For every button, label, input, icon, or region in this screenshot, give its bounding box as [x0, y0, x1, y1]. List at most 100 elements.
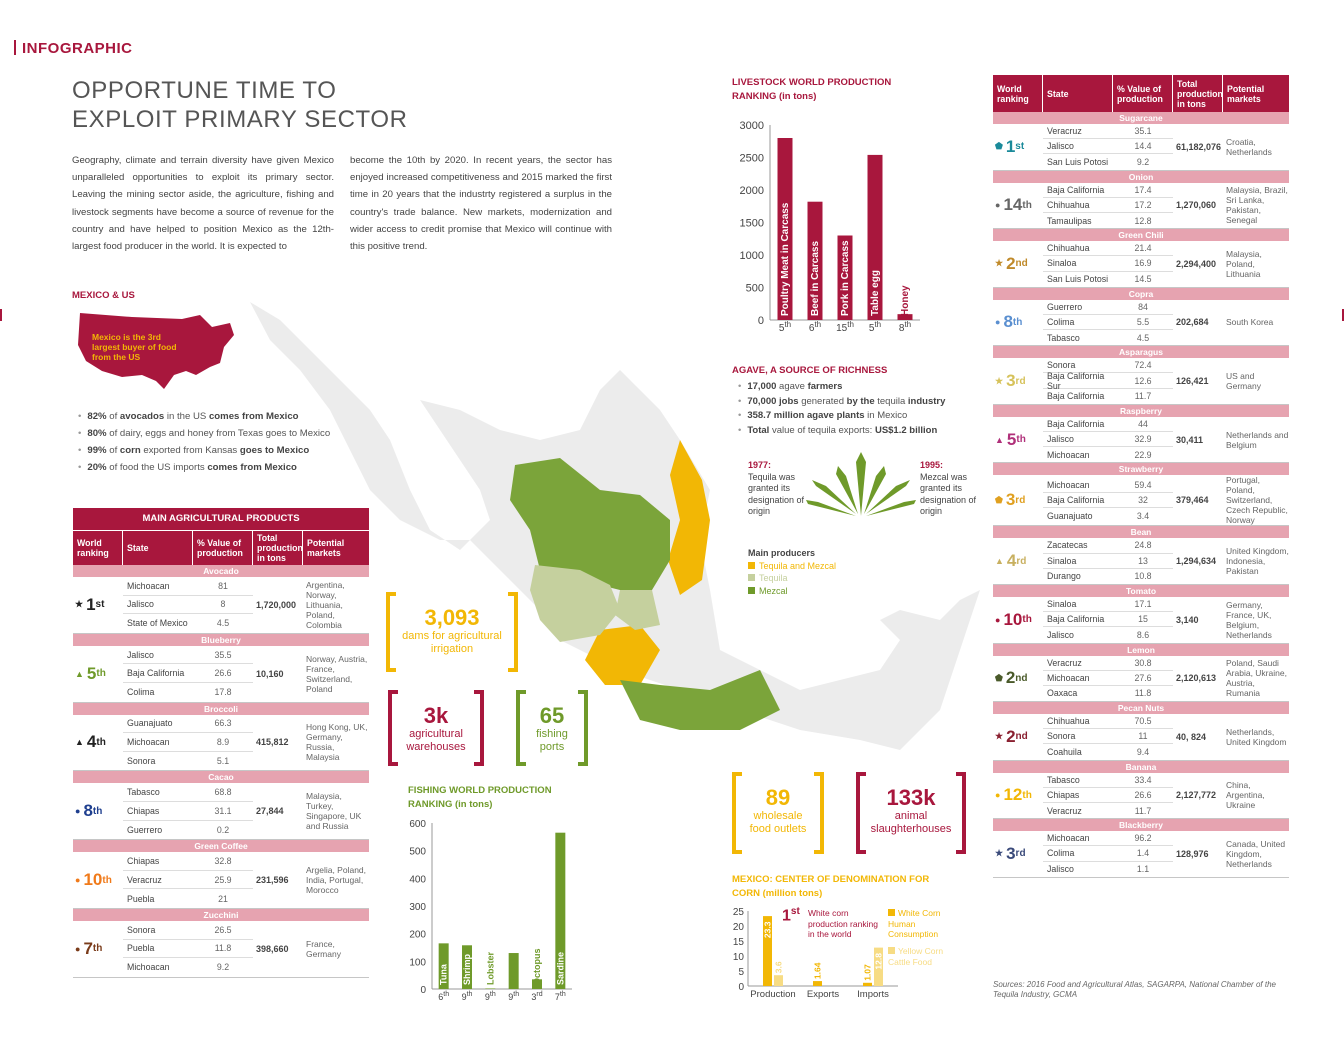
state-row: Tamaulipas 12.8	[1043, 213, 1173, 228]
livestock-heading: LIVESTOCK WORLD PRODUCTION RANKING (in t…	[732, 77, 892, 102]
state-name: Chiapas	[127, 855, 160, 866]
y-tick-label: 0	[758, 315, 764, 327]
header-cell: World ranking	[73, 531, 123, 565]
state-row: Guanajuato 3.4	[1043, 508, 1173, 523]
y-tick-label: 200	[409, 930, 426, 941]
production-value: 70.5	[1134, 716, 1152, 727]
production-value: 12.8	[1134, 215, 1152, 226]
x-tick-label: 5th	[869, 320, 881, 334]
x-tick-label: 9th	[462, 991, 473, 1002]
bar	[813, 981, 822, 986]
bar	[867, 154, 883, 320]
state-rows: Guanajuato 66.3 Michoacan 8.9 Sonora 5.1	[123, 715, 253, 771]
production-value: 17.4	[1134, 184, 1152, 195]
production-value: 11.7	[1134, 805, 1152, 816]
state-row: Jalisco 14.4	[1043, 139, 1173, 155]
category-label: Bean	[993, 526, 1289, 539]
state-name: Chihuahua	[1047, 716, 1090, 727]
rank-number: 4	[86, 732, 97, 752]
production-value: 26.5	[214, 924, 232, 935]
bar	[532, 979, 542, 989]
state-row: Baja California Sur 12.6	[1043, 371, 1173, 391]
stat-outlets-number: 89	[765, 785, 791, 810]
category-label: Sugarcane	[993, 112, 1289, 124]
state-name: Baja California	[1047, 494, 1105, 505]
state-name: Colima	[1047, 316, 1075, 327]
bar-category-label: Honey	[900, 285, 911, 316]
state-rows: Veracruz 35.1 Jalisco 14.4 San Luis Potosi 9.…	[1043, 124, 1173, 170]
production-value: 30.8	[1134, 657, 1152, 668]
bar-category-label: Sardine	[555, 952, 565, 985]
header-cell: % Value of production	[1113, 75, 1173, 112]
state-row: Tabasco 33.4	[1043, 773, 1173, 788]
bar	[807, 201, 823, 320]
pentagon-icon: ⬟	[995, 494, 1003, 505]
production-value: 14.5	[1134, 274, 1152, 285]
livestock-chart: 0 500 1000 1500 2000 2500 3000 Poultry Meat in …	[740, 120, 920, 334]
y-tick-label: 300	[409, 902, 426, 913]
rank-number: 1	[1005, 136, 1016, 156]
state-name: Veracruz	[1047, 126, 1082, 137]
y-tick-label: 0	[420, 985, 426, 996]
total-tons: 2,120,613	[1176, 673, 1217, 684]
potential-markets: China, Argentina, Ukraine	[1226, 780, 1265, 811]
state-rows: Michoacan 81 Jalisco 8 State of Mexico 4.5	[123, 577, 253, 633]
state-name: Michoacan	[1047, 672, 1090, 683]
map-legend-title: Main producers	[748, 548, 816, 558]
production-value: 26.6	[1134, 789, 1152, 800]
state-name: Sinaloa	[1047, 258, 1077, 269]
state-rows: Chihuahua 70.5 Sonora 11 Coahuila 9.4	[1043, 714, 1173, 760]
star-icon: ★	[75, 599, 84, 610]
state-name: San Luis Potosi	[1047, 156, 1109, 167]
y-tick-label: 1000	[740, 250, 764, 262]
rank-suffix: nd	[1015, 731, 1028, 743]
legend-tequila-mezcal: Tequila and Mezcal	[748, 560, 836, 573]
production-value: 81	[218, 580, 228, 591]
production-value: 17.2	[1134, 199, 1152, 210]
bar	[874, 947, 883, 986]
y-tick-label: 100	[409, 957, 426, 968]
triangle-icon: ▲	[995, 434, 1004, 445]
rank-suffix: rd	[1015, 375, 1026, 387]
stat-dams-label: dams for agricultural irrigation	[402, 630, 502, 655]
rank-number: 12	[1003, 785, 1023, 805]
star-icon: ★	[995, 731, 1004, 742]
state-name: Sonora	[127, 924, 156, 935]
pentagon-icon: ⬟	[995, 141, 1003, 152]
agave-plant-icon	[806, 452, 916, 516]
total-tons: 202,684	[1176, 317, 1209, 328]
rank-number: 7	[83, 938, 93, 958]
state-row: Sonora 5.1	[123, 752, 253, 771]
rank-number: 2	[1006, 726, 1016, 746]
bar-category-label: Shrimp	[462, 953, 472, 985]
rank-suffix: nd	[1015, 258, 1028, 270]
us-map-text: Mexico is the 3rd largest buyer of food …	[92, 332, 177, 362]
category-label: Asparagus	[993, 346, 1289, 359]
x-tick-label: Imports	[857, 989, 889, 1000]
state-row: Sonora 26.5	[123, 921, 253, 940]
agave-bullet: 17,000 agave farmers	[738, 380, 945, 395]
production-value: 17.1	[1134, 599, 1152, 610]
production-value: 31.1	[214, 805, 232, 816]
rank-suffix: nd	[1015, 672, 1028, 684]
y-tick-label: 500	[409, 847, 426, 858]
us-bullet: 80% of dairy, eggs and honey from Texas …	[78, 425, 330, 442]
state-name: Guerrero	[1047, 301, 1083, 312]
y-tick-label: 1500	[740, 218, 764, 230]
state-name: Michoacan	[127, 736, 170, 747]
state-name: Guanajuato	[127, 718, 173, 729]
production-value: 4.5	[216, 618, 230, 629]
rank-suffix: th	[1016, 434, 1026, 446]
state-name: Jalisco	[1047, 629, 1074, 640]
production-value: 17.8	[214, 687, 232, 698]
production-value: 11	[1138, 731, 1148, 742]
state-name: Puebla	[127, 943, 155, 954]
production-value: 27.6	[1134, 672, 1152, 683]
production-value: 25.9	[214, 874, 232, 885]
x-tick-label: 9th	[485, 991, 496, 1002]
